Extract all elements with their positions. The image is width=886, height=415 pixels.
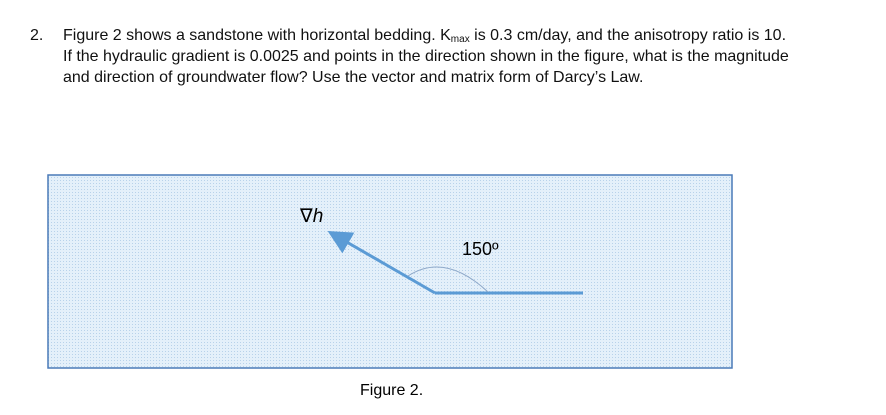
question-text: Figure 2 shows a sandstone with horizont… xyxy=(63,25,790,88)
gradient-label: ∇h xyxy=(299,206,323,227)
subscript: max xyxy=(450,34,470,45)
question-number: 2. xyxy=(30,27,44,44)
gradient-arrow xyxy=(327,231,436,295)
angle-label: 150º xyxy=(462,239,499,259)
text: is 0.3 cm/day, and the anisotropy ratio … xyxy=(63,27,789,86)
text: Figure 2 shows a sandstone with horizont… xyxy=(63,27,451,44)
sandstone-block xyxy=(47,174,733,369)
figure-caption: Figure 2. xyxy=(360,382,423,399)
angle-arc xyxy=(407,266,489,293)
